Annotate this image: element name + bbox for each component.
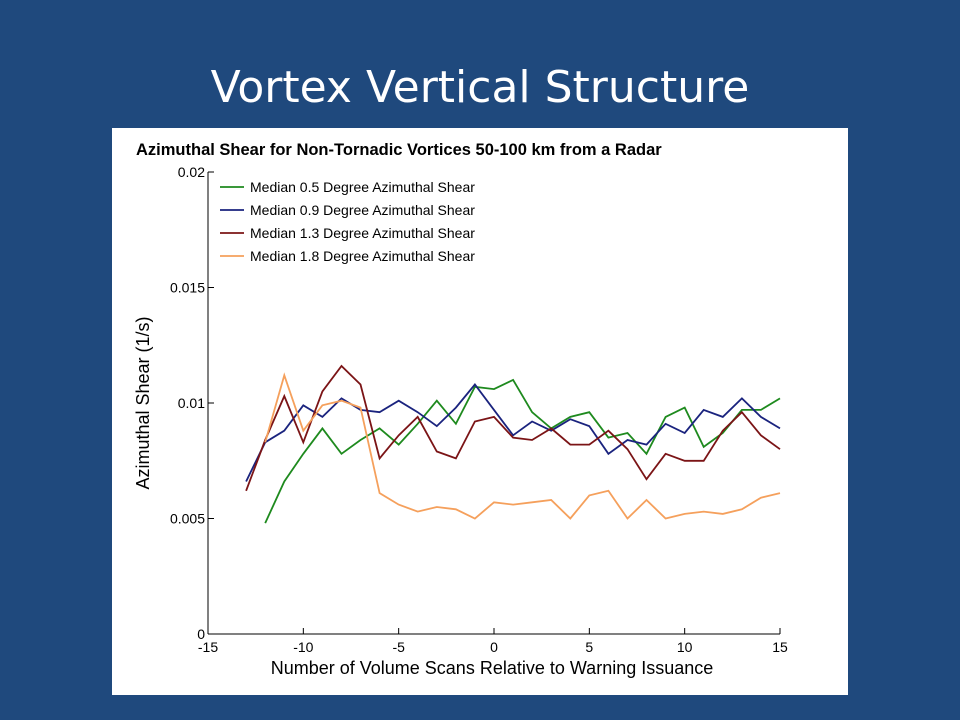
- legend-label-2: Median 0.9 Degree Azimuthal Shear: [250, 202, 475, 218]
- legend-label-3: Median 1.3 Degree Azimuthal Shear: [250, 225, 475, 241]
- x-tick-label: 10: [677, 639, 693, 655]
- chart-title: Azimuthal Shear for Non-Tornadic Vortice…: [136, 141, 662, 159]
- series-line-2: [245, 383, 781, 482]
- x-tick-label: -5: [392, 639, 405, 655]
- y-tick-label: 0.01: [178, 395, 205, 411]
- y-tick-label: 0: [197, 626, 205, 642]
- legend: Median 0.5 Degree Azimuthal Shear Median …: [220, 179, 475, 264]
- series-line-4: [264, 372, 781, 520]
- series-layer: [245, 364, 781, 524]
- x-tick-label: -10: [293, 639, 313, 655]
- slide-title: Vortex Vertical Structure: [210, 62, 750, 113]
- x-tick-label: 0: [490, 639, 498, 655]
- x-ticks: -15 -10 -5 0 5 10 15: [198, 628, 788, 655]
- chart-svg: Azimuthal Shear for Non-Tornadic Vortice…: [133, 141, 788, 678]
- y-axis-label: Azimuthal Shear (1/s): [133, 316, 153, 489]
- x-tick-label: 5: [585, 639, 593, 655]
- chart-figure: Azimuthal Shear for Non-Tornadic Vortice…: [112, 128, 848, 695]
- x-tick-label: -15: [198, 639, 218, 655]
- y-tick-label: 0.02: [178, 164, 205, 180]
- series-line-3: [245, 364, 781, 492]
- legend-label-1: Median 0.5 Degree Azimuthal Shear: [250, 179, 475, 195]
- series-line-1: [264, 378, 781, 524]
- x-tick-label: 15: [772, 639, 788, 655]
- y-tick-label: 0.015: [170, 280, 205, 296]
- y-ticks: 0 0.005 0.01 0.015 0.02: [170, 164, 214, 642]
- y-tick-label: 0.005: [170, 511, 205, 527]
- legend-label-4: Median 1.8 Degree Azimuthal Shear: [250, 248, 475, 264]
- x-axis-label: Number of Volume Scans Relative to Warni…: [271, 658, 714, 678]
